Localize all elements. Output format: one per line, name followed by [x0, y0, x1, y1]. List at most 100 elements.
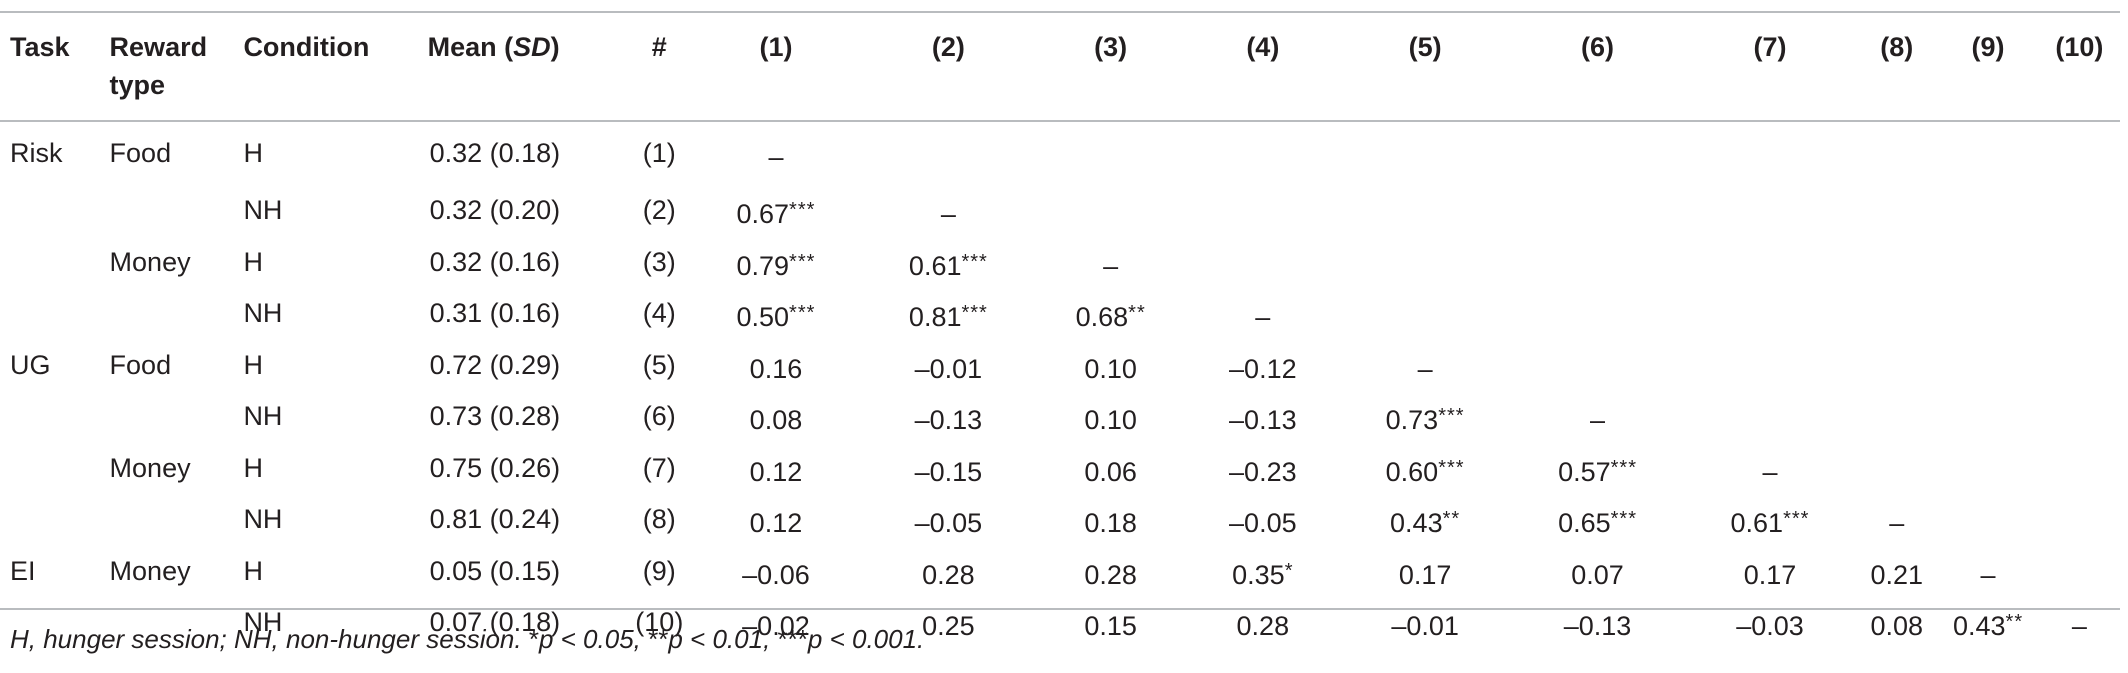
cell-correlation [1856, 445, 1937, 497]
cell-mean-sd: 0.73 (0.28) [429, 401, 561, 431]
correlation-value: 0.61 [908, 250, 962, 281]
cell-correlation: – [690, 120, 862, 187]
cell-correlation: 0.12 [690, 445, 862, 497]
cell-correlation: 0.35* [1187, 548, 1339, 600]
cell-correlation: 0.68** [1035, 290, 1187, 342]
cell-correlation: – [1937, 548, 2038, 600]
cell-mean-sd: 0.05 (0.15) [429, 555, 561, 586]
correlation-value: –0.02 [742, 611, 810, 641]
correlation-value: 0.08 [749, 405, 803, 435]
cell-task [0, 187, 110, 239]
correlation-value: 0.79 [736, 250, 790, 281]
cell-reward-type: Money [109, 246, 191, 277]
cell-correlation: 0.28 [862, 548, 1034, 600]
header-reward-line2: type [109, 70, 166, 100]
cell-correlation: 0.10 [1035, 393, 1187, 445]
cell-correlation: –0.03 [1684, 599, 1856, 651]
cell-correlation [1856, 187, 1937, 239]
cell-correlation [1339, 187, 1511, 239]
cell-correlation [1339, 120, 1511, 187]
correlation-value: 0.57 [1558, 456, 1611, 487]
cell-correlation [1937, 239, 2038, 291]
cell-number: (10) [635, 607, 684, 637]
cell-reward-type: Money [109, 452, 191, 483]
correlation-value: –0.13 [914, 405, 983, 435]
cell-correlation [1937, 120, 2038, 187]
footnote-text-1: H, hunger session; NH, non-hunger sessio… [10, 624, 529, 654]
cell-correlation [2039, 187, 2120, 239]
header-col-8: (8) [1880, 32, 1914, 62]
cell-correlation: –0.23 [1187, 445, 1339, 497]
header-task: Task [10, 32, 70, 62]
cell-correlation: 0.25 [862, 599, 1034, 651]
cell-condition: H [243, 138, 263, 168]
header-mean-suffix: ) [550, 32, 560, 62]
correlation-value: 0.68 [1075, 302, 1129, 332]
cell-number: (1) [642, 138, 676, 168]
header-condition: Condition [243, 32, 370, 62]
cell-reward-type: Food [109, 138, 172, 168]
cell-correlation [1856, 239, 1937, 291]
cell-correlation [1937, 290, 2038, 342]
header-col-2: (2) [931, 32, 965, 62]
correlation-value: –0.05 [914, 508, 983, 538]
footnote-star-1: * [528, 624, 539, 654]
cell-correlation [1684, 120, 1856, 187]
cell-task [0, 290, 110, 342]
significance-stars: ** [2005, 611, 2024, 633]
significance-stars: *** [1610, 456, 1637, 479]
correlation-value: –0.15 [914, 456, 983, 487]
cell-reward-type [110, 290, 244, 342]
cell-correlation [1339, 239, 1511, 291]
cell-correlation [1856, 290, 1937, 342]
significance-stars: ** [1442, 508, 1461, 530]
cell-correlation: –0.12 [1187, 342, 1339, 394]
cell-correlation [1937, 445, 2038, 497]
cell-correlation [1511, 120, 1683, 187]
significance-stars: *** [789, 302, 816, 324]
cell-correlation [2039, 120, 2120, 187]
cell-correlation [1187, 187, 1339, 239]
cell-correlation: –0.02 [690, 599, 862, 651]
cell-correlation [1684, 393, 1856, 445]
correlation-value: – [1889, 508, 1905, 538]
header-sd: SD [513, 32, 551, 62]
correlation-value: –0.03 [1736, 611, 1804, 641]
cell-condition: NH [243, 298, 283, 328]
cell-number: (6) [642, 401, 676, 431]
table-row: Money H 0.75 (0.26) (7) 0.12 –0.15 0.06 –0.23 0.… [0, 445, 2120, 497]
correlation-value: 0.17 [1743, 559, 1797, 590]
cell-number: (9) [642, 555, 676, 586]
cell-correlation [1511, 290, 1683, 342]
significance-stars: * [1284, 559, 1294, 582]
cell-correlation [1937, 496, 2038, 548]
cell-correlation: –0.15 [862, 445, 1034, 497]
correlation-value: – [768, 142, 784, 172]
correlation-value: 0.50 [736, 302, 790, 332]
cell-mean-sd: 0.31 (0.16) [429, 298, 561, 328]
significance-stars: *** [961, 250, 988, 273]
header-col-6: (6) [1581, 32, 1615, 62]
cell-correlation: 0.73*** [1339, 393, 1511, 445]
correlation-value: –0.01 [914, 353, 983, 384]
correlation-value: – [940, 199, 956, 229]
cell-correlation: 0.43** [1937, 599, 2038, 651]
significance-stars: *** [789, 199, 816, 221]
cell-correlation: – [2039, 599, 2120, 651]
cell-correlation [1856, 393, 1937, 445]
header-col-7: (7) [1753, 32, 1787, 62]
cell-correlation: 0.65*** [1511, 496, 1683, 548]
cell-correlation: 0.60*** [1339, 445, 1511, 497]
footnote-text-2: p < 0.05, [538, 624, 649, 654]
cell-correlation [2039, 290, 2120, 342]
cell-correlation [2039, 548, 2120, 600]
cell-condition: NH [243, 195, 283, 225]
cell-number: (8) [642, 504, 676, 534]
cell-mean-sd: 0.72 (0.29) [429, 349, 561, 380]
table-row: Risk Food H 0.32 (0.18) (1) – [0, 120, 2120, 187]
cell-correlation: 0.06 [1035, 445, 1187, 497]
correlation-value: 0.12 [749, 456, 803, 487]
correlation-value: 0.21 [1870, 559, 1924, 590]
table-row: NH 0.73 (0.28) (6) 0.08 –0.13 0.10 –0.13 0.73**… [0, 393, 2120, 445]
